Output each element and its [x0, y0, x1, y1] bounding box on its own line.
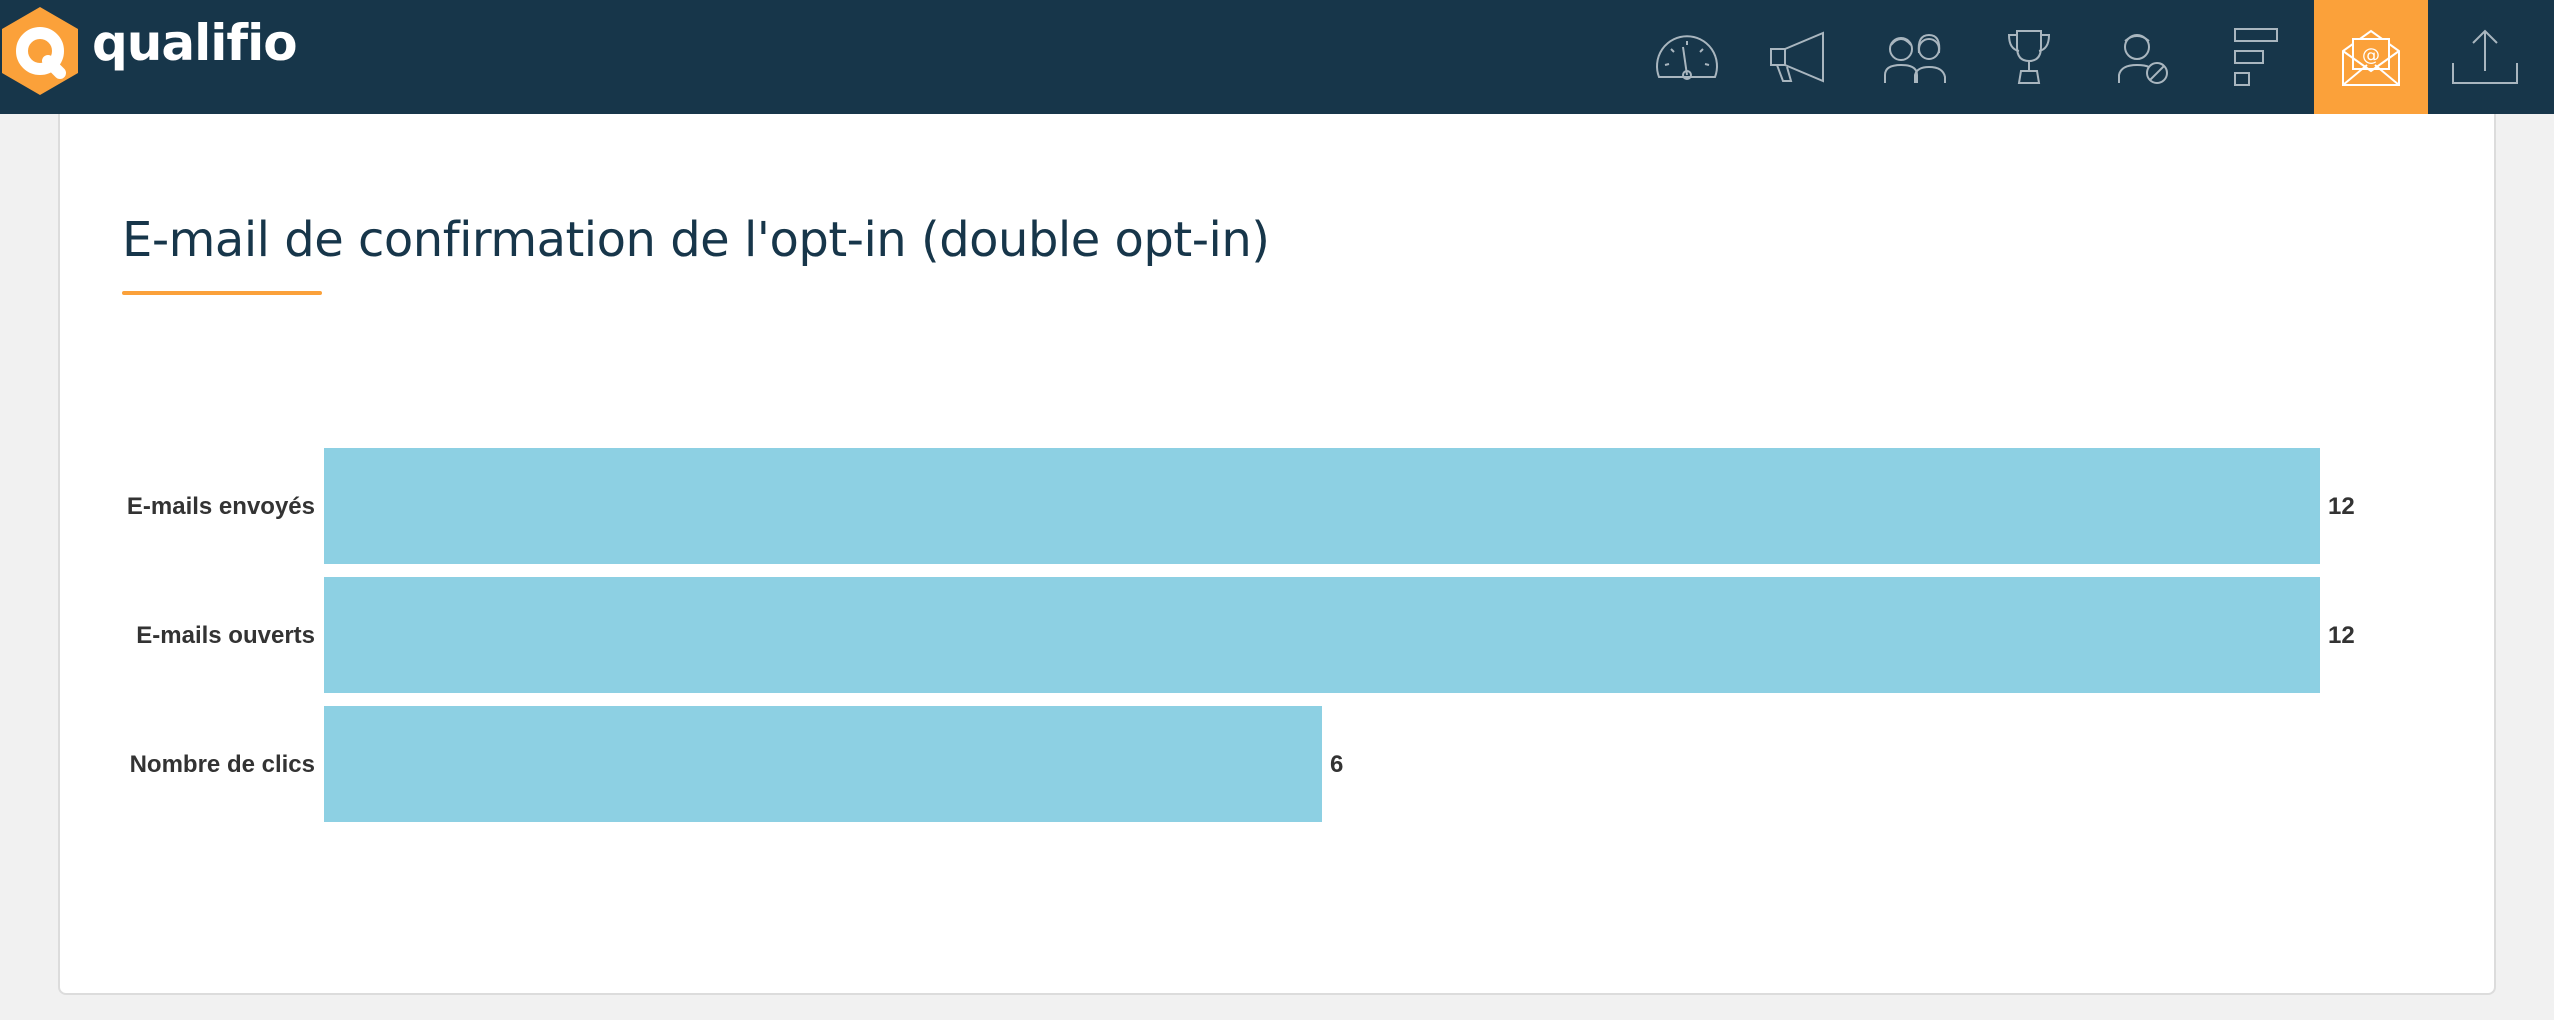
nav-item-statistics[interactable]	[2200, 0, 2314, 114]
participants-icon	[1884, 33, 1946, 83]
nav-item-participants[interactable]	[1858, 0, 1972, 114]
megaphone-icon	[1770, 31, 1824, 83]
user-block-icon	[2118, 34, 2168, 84]
email-icon: @	[2342, 29, 2400, 86]
category-label: E-mails ouverts	[136, 622, 315, 649]
bar[interactable]	[324, 577, 2320, 693]
value-label: 12	[2328, 622, 2355, 649]
nav-item-export[interactable]	[2428, 0, 2542, 114]
email-stats-chart: E-mails envoyés 12 E-mails ouverts 12 Nombre…	[127, 448, 2355, 822]
trophy-icon	[2007, 30, 2051, 84]
value-label: 6	[1330, 751, 1343, 778]
card-title: E-mail de confirmation de l'opt-in (doub…	[122, 212, 1270, 268]
bar[interactable]	[324, 448, 2320, 564]
nav-item-campaigns[interactable]	[1744, 0, 1858, 114]
category-label: E-mails envoyés	[127, 493, 315, 520]
brand-name: qualifio	[92, 14, 298, 72]
nav-item-emails[interactable]: @	[2314, 0, 2428, 114]
bar[interactable]	[324, 706, 1322, 822]
top-navigation-bar: qualifio	[0, 0, 2554, 114]
svg-text:@: @	[2362, 45, 2380, 66]
title-underline	[122, 291, 322, 295]
export-icon	[2452, 29, 2518, 84]
email-stats-card: E-mail de confirmation de l'opt-in (doub…	[58, 114, 2496, 995]
speedometer-icon	[1656, 35, 1718, 80]
nav-item-dashboard[interactable]	[1630, 0, 1744, 114]
category-label: Nombre de clics	[130, 751, 315, 778]
nav-item-blocked-users[interactable]	[2086, 0, 2200, 114]
bars-icon	[2234, 28, 2278, 86]
nav-item-prizes[interactable]	[1972, 0, 2086, 114]
logo-mark-icon	[2, 7, 78, 95]
value-label: 12	[2328, 493, 2355, 520]
